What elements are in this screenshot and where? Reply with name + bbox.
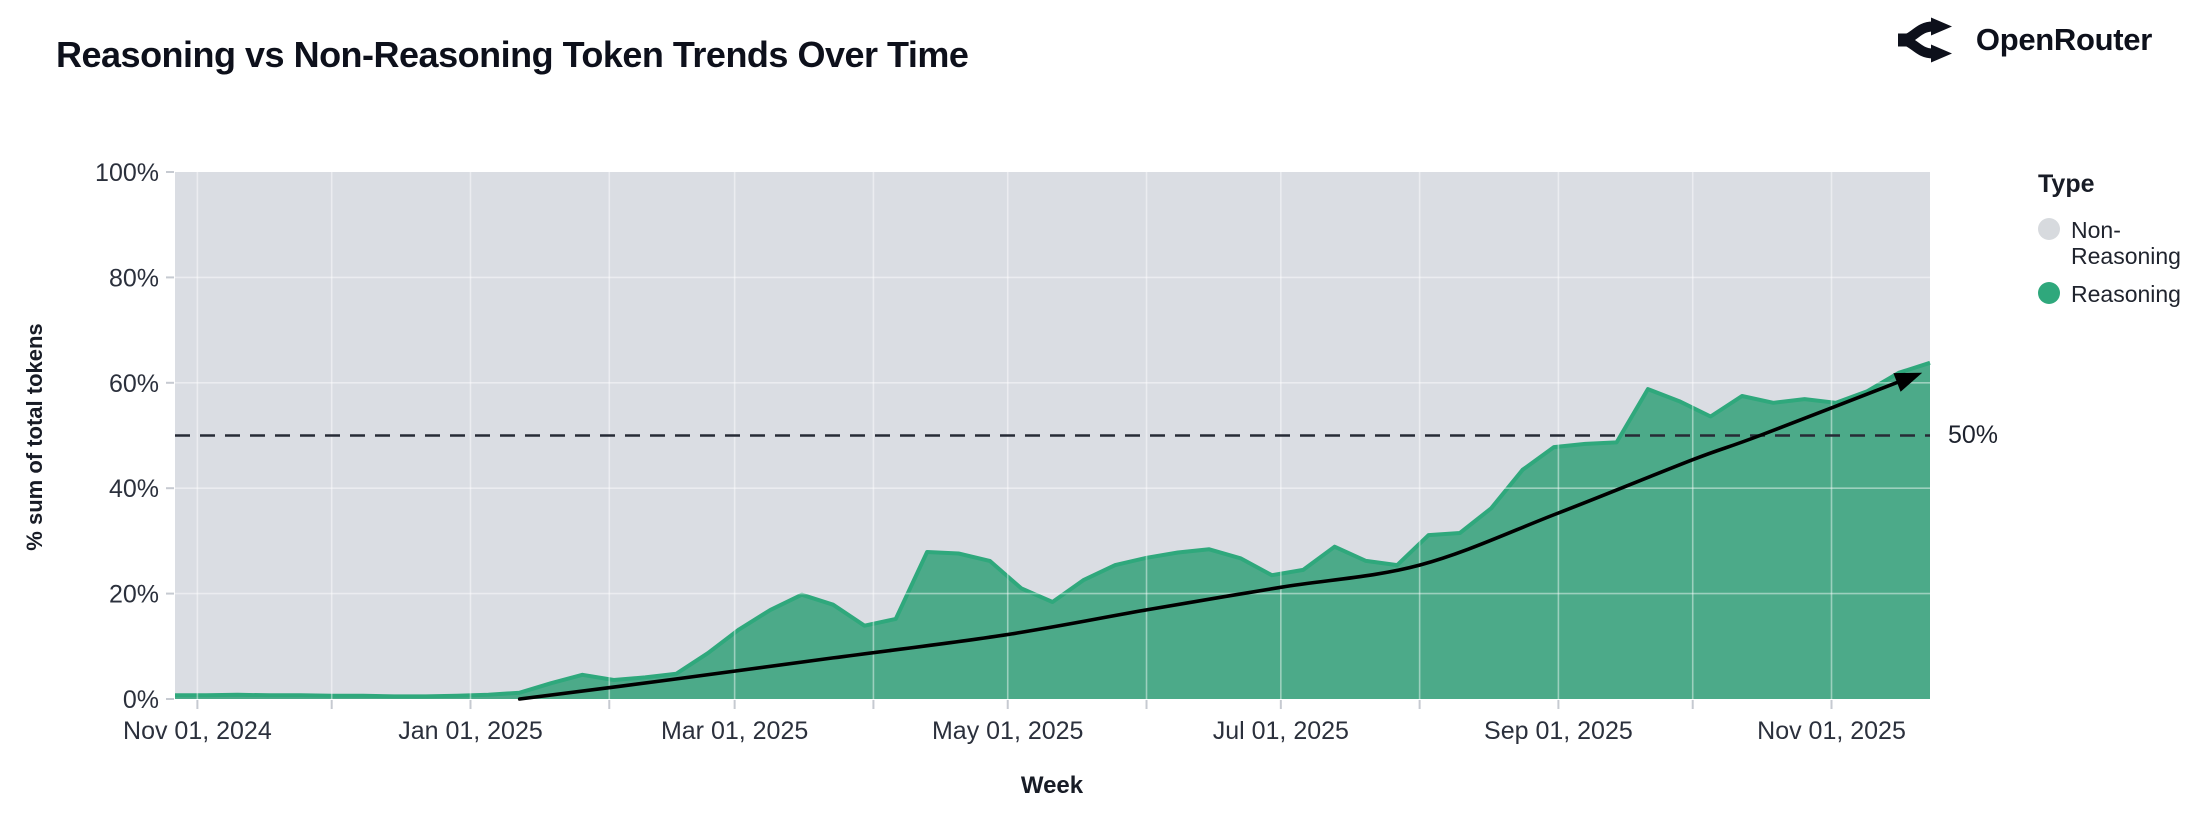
fifty-percent-label: 50% — [1948, 421, 1999, 449]
legend: Type Non-Reasoning Reasoning — [2038, 170, 2193, 319]
legend-swatch-non-reasoning — [2038, 218, 2060, 240]
x-axis-tick-label: Nov 01, 2024 — [123, 717, 272, 745]
trend-arrowhead — [1893, 372, 1923, 392]
reasoning-top-edge — [175, 360, 1931, 699]
legend-title: Type — [2038, 170, 2095, 198]
y-axis-tick-label: 0% — [123, 686, 159, 714]
y-axis-tick-label: 20% — [109, 581, 159, 609]
x-axis-tick-label: Sep 01, 2025 — [1484, 717, 1633, 745]
x-axis-title: Week — [1020, 772, 1084, 799]
y-axis-tick-label: 100% — [95, 159, 159, 187]
legend-items: Non-Reasoning Reasoning — [2038, 217, 2193, 307]
y-axis-tick-label: 80% — [109, 264, 159, 292]
page-title: Reasoning vs Non-Reasoning Token Trends … — [56, 34, 969, 76]
legend-item-non-reasoning[interactable]: Non-Reasoning — [2038, 217, 2193, 269]
legend-item-reasoning[interactable]: Reasoning — [2038, 281, 2193, 307]
reasoning-area[interactable] — [175, 362, 1930, 699]
trend-arrow-curve — [517, 373, 1919, 701]
y-axis-tick-label: 60% — [109, 370, 159, 398]
x-axis-tick-label: Jan 01, 2025 — [398, 717, 543, 745]
legend-swatch-reasoning — [2038, 282, 2060, 304]
legend-label-non-reasoning: Non-Reasoning — [2071, 217, 2181, 269]
openrouter-logo[interactable]: OpenRouter — [1895, 16, 2152, 64]
x-axis-tick-label: May 01, 2025 — [932, 717, 1084, 745]
openrouter-route-split-icon — [1897, 17, 1952, 63]
x-axis-tick-label: Mar 01, 2025 — [661, 717, 808, 745]
brand-name: OpenRouter — [1975, 22, 2152, 57]
y-axis-title: % sum of total tokens — [22, 323, 47, 551]
legend-label-reasoning: Reasoning — [2071, 281, 2181, 307]
x-axis-tick-label: Jul 01, 2025 — [1213, 717, 1349, 745]
y-axis-tick-label: 40% — [109, 475, 159, 503]
x-axis-tick-label: Nov 01, 2025 — [1757, 717, 1906, 745]
